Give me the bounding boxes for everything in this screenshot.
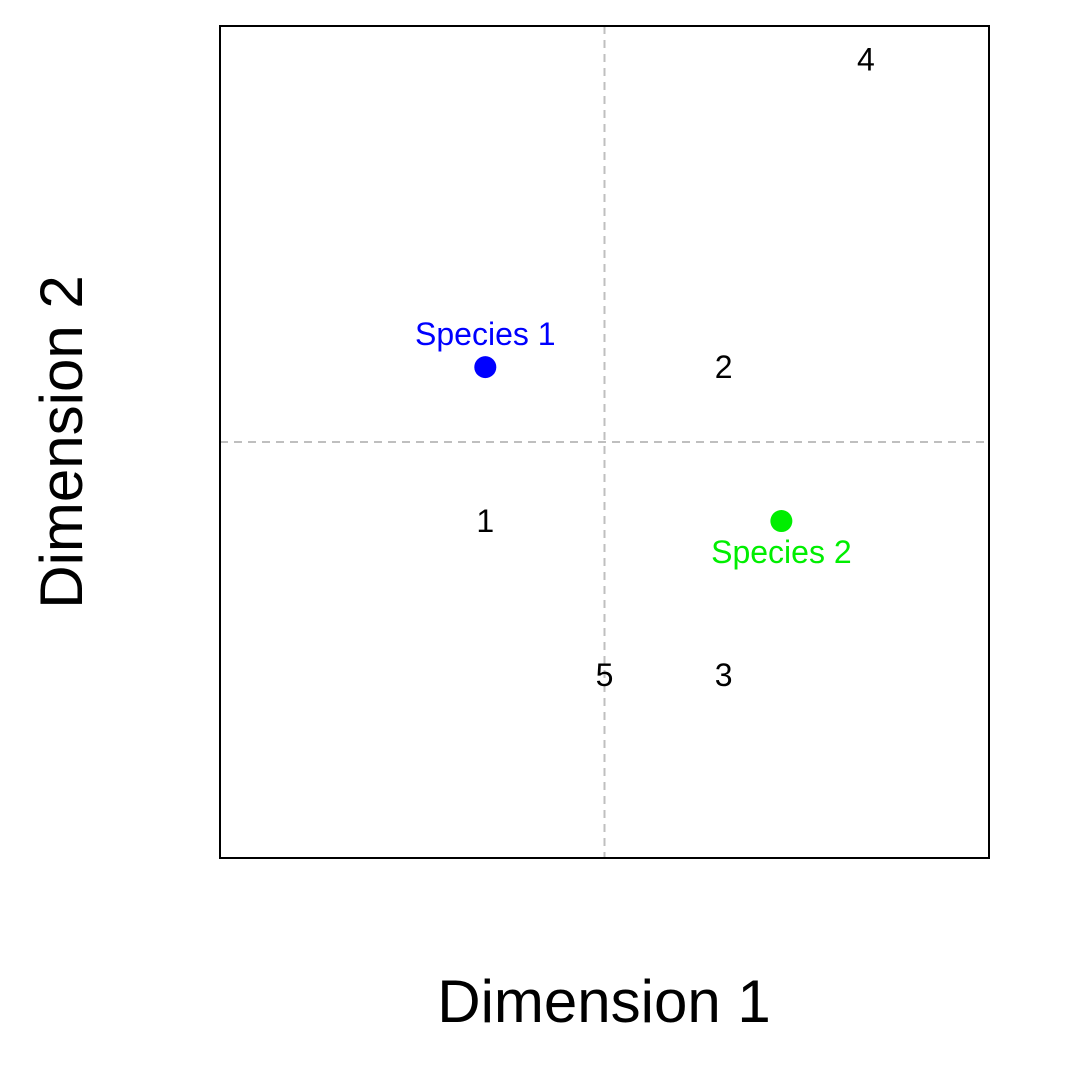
plot-marks: 1 2 3 4 5 Species 1 Species 2 [415, 41, 875, 693]
species-point-2 [770, 510, 793, 533]
species-label-2: Species 2 [711, 534, 852, 570]
site-label-1: 1 [476, 503, 494, 539]
species-point-1 [474, 356, 497, 379]
x-axis-title: Dimension 1 [437, 968, 771, 1035]
y-axis-title: Dimension 2 [28, 275, 95, 609]
site-label-4: 4 [857, 41, 875, 77]
site-label-3: 3 [715, 657, 733, 693]
plot-frame [219, 25, 990, 859]
site-label-2: 2 [715, 349, 733, 385]
site-label-5: 5 [596, 657, 614, 693]
species-label-1: Species 1 [415, 316, 556, 352]
